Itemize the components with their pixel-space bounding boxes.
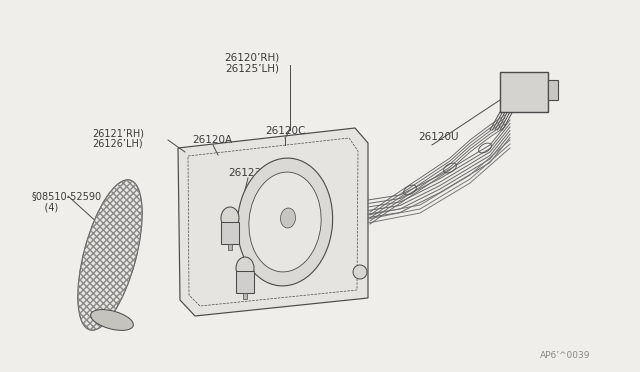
Bar — [236, 271, 254, 293]
Text: 26123N: 26123N — [228, 168, 269, 178]
Polygon shape — [178, 128, 368, 316]
Ellipse shape — [221, 207, 239, 229]
Text: 26120A: 26120A — [192, 135, 232, 145]
Text: 26120U: 26120U — [418, 132, 458, 142]
FancyBboxPatch shape — [548, 80, 558, 100]
Text: 26120C: 26120C — [265, 126, 305, 136]
Text: 26120’RH): 26120’RH) — [225, 52, 280, 62]
Ellipse shape — [78, 180, 142, 330]
Text: 26126’LH): 26126’LH) — [92, 138, 143, 148]
Circle shape — [353, 265, 367, 279]
Bar — [228, 244, 232, 250]
FancyBboxPatch shape — [500, 72, 548, 112]
Text: (4): (4) — [32, 202, 58, 212]
Text: §08510-52590: §08510-52590 — [32, 191, 102, 201]
Text: 26125’LH): 26125’LH) — [225, 63, 279, 73]
Ellipse shape — [249, 172, 321, 272]
Text: 26121’RH): 26121’RH) — [92, 128, 144, 138]
Text: AP6’^0039: AP6’^0039 — [540, 350, 590, 359]
Ellipse shape — [236, 257, 254, 279]
Bar — [221, 222, 239, 244]
Ellipse shape — [91, 310, 133, 330]
Ellipse shape — [280, 208, 296, 228]
Bar — [243, 293, 247, 299]
Ellipse shape — [237, 158, 333, 286]
